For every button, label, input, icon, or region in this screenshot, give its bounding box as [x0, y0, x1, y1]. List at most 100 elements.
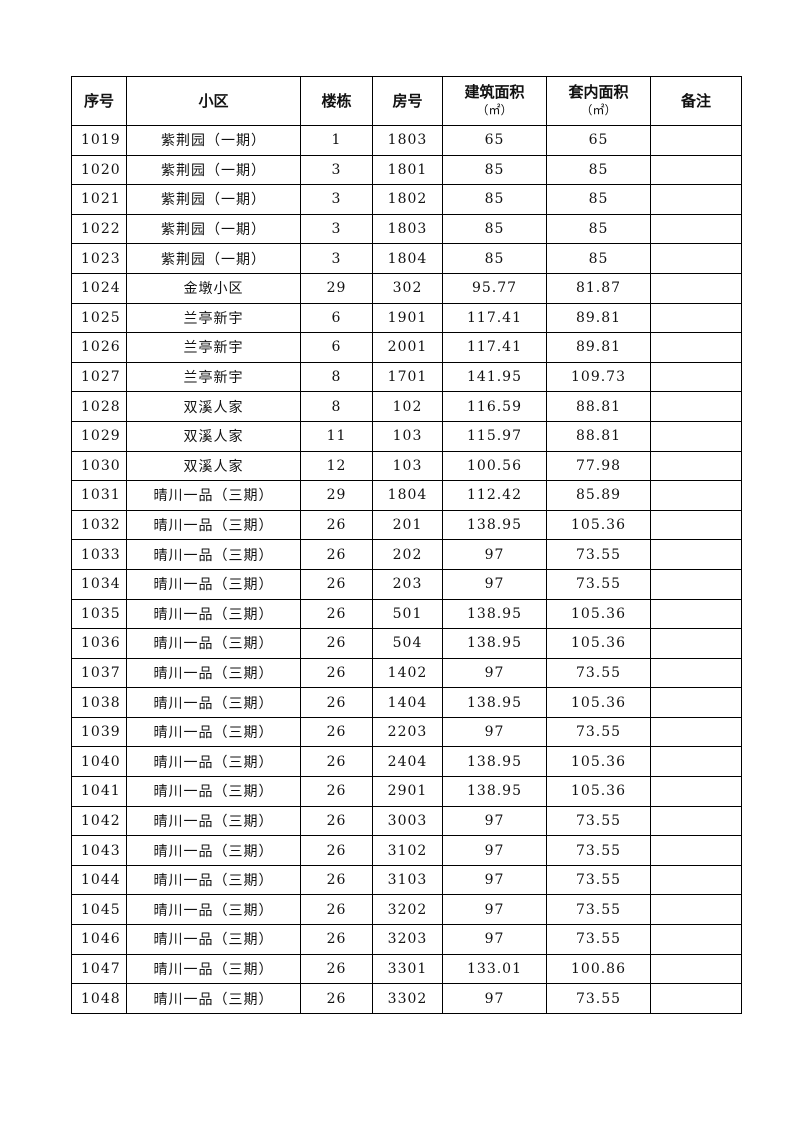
- header-building: 楼栋: [300, 76, 373, 126]
- cell-net-area: 89.81: [546, 332, 651, 363]
- cell-community: 双溪人家: [126, 391, 301, 422]
- table-row: 1043 晴川一品（三期） 26 3102 97 73.55: [71, 835, 742, 866]
- header-label: 建筑面积: [464, 83, 525, 101]
- cell-index: 1022: [71, 213, 127, 245]
- cell-room: 2203: [372, 716, 443, 748]
- cell-community: 双溪人家: [126, 420, 301, 452]
- cell-remarks: [650, 835, 742, 866]
- cell-building: 26: [300, 953, 373, 985]
- header-gross-area: 建筑面积 （㎡）: [442, 76, 547, 126]
- cell-remarks: [650, 125, 742, 156]
- cell-building: 6: [300, 302, 373, 334]
- cell-room: 203: [372, 568, 443, 600]
- cell-index: 1029: [71, 420, 127, 452]
- cell-building: 26: [300, 687, 373, 718]
- cell-remarks: [650, 894, 742, 926]
- cell-room: 3202: [372, 894, 443, 926]
- table-row: 1032 晴川一品（三期） 26 201 138.95 105.36: [71, 509, 742, 541]
- cell-gross-area: 116.59: [442, 391, 547, 422]
- cell-gross-area: 65: [442, 125, 547, 156]
- cell-building: 26: [300, 539, 373, 570]
- cell-index: 1038: [71, 687, 127, 718]
- header-row: 序号 小区 楼栋 房号 建筑面积 （㎡） 套内面积 （㎡） 备注: [71, 76, 742, 126]
- cell-index: 1044: [71, 864, 127, 896]
- cell-index: 1032: [71, 509, 127, 541]
- cell-index: 1036: [71, 628, 127, 659]
- cell-index: 1023: [71, 243, 127, 274]
- cell-remarks: [650, 154, 742, 186]
- cell-index: 1046: [71, 924, 127, 955]
- cell-room: 1402: [372, 657, 443, 689]
- cell-remarks: [650, 243, 742, 274]
- cell-room: 504: [372, 628, 443, 659]
- cell-net-area: 73.55: [546, 983, 651, 1014]
- header-community: 小区: [126, 76, 301, 126]
- table-row: 1042 晴川一品（三期） 26 3003 97 73.55: [71, 805, 742, 837]
- cell-remarks: [650, 953, 742, 985]
- cell-community: 晴川一品（三期）: [126, 805, 301, 837]
- cell-community: 晴川一品（三期）: [126, 598, 301, 630]
- cell-gross-area: 138.95: [442, 509, 547, 541]
- table-row: 1047 晴川一品（三期） 26 3301 133.01 100.86: [71, 953, 742, 985]
- cell-gross-area: 85: [442, 154, 547, 186]
- cell-remarks: [650, 805, 742, 837]
- cell-remarks: [650, 302, 742, 334]
- cell-remarks: [650, 598, 742, 630]
- cell-gross-area: 138.95: [442, 598, 547, 630]
- cell-room: 1901: [372, 302, 443, 334]
- cell-building: 26: [300, 924, 373, 955]
- cell-net-area: 105.36: [546, 509, 651, 541]
- table-row: 1031 晴川一品（三期） 29 1804 112.42 85.89: [71, 480, 742, 511]
- cell-community: 晴川一品（三期）: [126, 953, 301, 985]
- cell-net-area: 105.36: [546, 746, 651, 778]
- cell-net-area: 105.36: [546, 598, 651, 630]
- cell-net-area: 81.87: [546, 272, 651, 304]
- cell-community: 晴川一品（三期）: [126, 864, 301, 896]
- cell-community: 紫荆园（一期）: [126, 125, 301, 156]
- cell-community: 晴川一品（三期）: [126, 776, 301, 807]
- header-remarks: 备注: [650, 76, 742, 126]
- table-header: 序号 小区 楼栋 房号 建筑面积 （㎡） 套内面积 （㎡） 备注: [71, 76, 742, 126]
- table-row: 1019 紫荆园（一期） 1 1803 65 65: [71, 125, 742, 156]
- cell-building: 26: [300, 894, 373, 926]
- cell-room: 1802: [372, 184, 443, 215]
- cell-remarks: [650, 272, 742, 304]
- cell-net-area: 85.89: [546, 480, 651, 511]
- table-row: 1034 晴川一品（三期） 26 203 97 73.55: [71, 568, 742, 600]
- cell-gross-area: 100.56: [442, 450, 547, 482]
- cell-index: 1037: [71, 657, 127, 689]
- cell-remarks: [650, 450, 742, 482]
- cell-net-area: 89.81: [546, 302, 651, 334]
- cell-building: 26: [300, 776, 373, 807]
- cell-building: 11: [300, 420, 373, 452]
- cell-community: 晴川一品（三期）: [126, 509, 301, 541]
- cell-room: 1701: [372, 361, 443, 393]
- cell-remarks: [650, 420, 742, 452]
- cell-remarks: [650, 184, 742, 215]
- cell-index: 1035: [71, 598, 127, 630]
- cell-remarks: [650, 864, 742, 896]
- cell-building: 26: [300, 509, 373, 541]
- cell-gross-area: 117.41: [442, 302, 547, 334]
- cell-gross-area: 97: [442, 539, 547, 570]
- cell-index: 1041: [71, 776, 127, 807]
- cell-room: 201: [372, 509, 443, 541]
- cell-remarks: [650, 213, 742, 245]
- cell-index: 1030: [71, 450, 127, 482]
- table-row: 1026 兰亭新宇 6 2001 117.41 89.81: [71, 332, 742, 363]
- cell-room: 1404: [372, 687, 443, 718]
- cell-room: 501: [372, 598, 443, 630]
- cell-gross-area: 95.77: [442, 272, 547, 304]
- cell-remarks: [650, 480, 742, 511]
- table-row: 1044 晴川一品（三期） 26 3103 97 73.55: [71, 864, 742, 896]
- cell-gross-area: 97: [442, 805, 547, 837]
- cell-building: 26: [300, 598, 373, 630]
- cell-index: 1031: [71, 480, 127, 511]
- header-unit: （㎡）: [580, 103, 617, 117]
- table-row: 1023 紫荆园（一期） 3 1804 85 85: [71, 243, 742, 274]
- cell-community: 兰亭新宇: [126, 332, 301, 363]
- cell-net-area: 65: [546, 125, 651, 156]
- cell-gross-area: 97: [442, 983, 547, 1014]
- cell-index: 1034: [71, 568, 127, 600]
- table-row: 1029 双溪人家 11 103 115.97 88.81: [71, 420, 742, 452]
